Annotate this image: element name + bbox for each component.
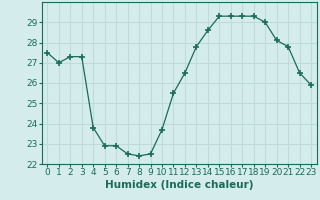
X-axis label: Humidex (Indice chaleur): Humidex (Indice chaleur) — [105, 180, 253, 190]
